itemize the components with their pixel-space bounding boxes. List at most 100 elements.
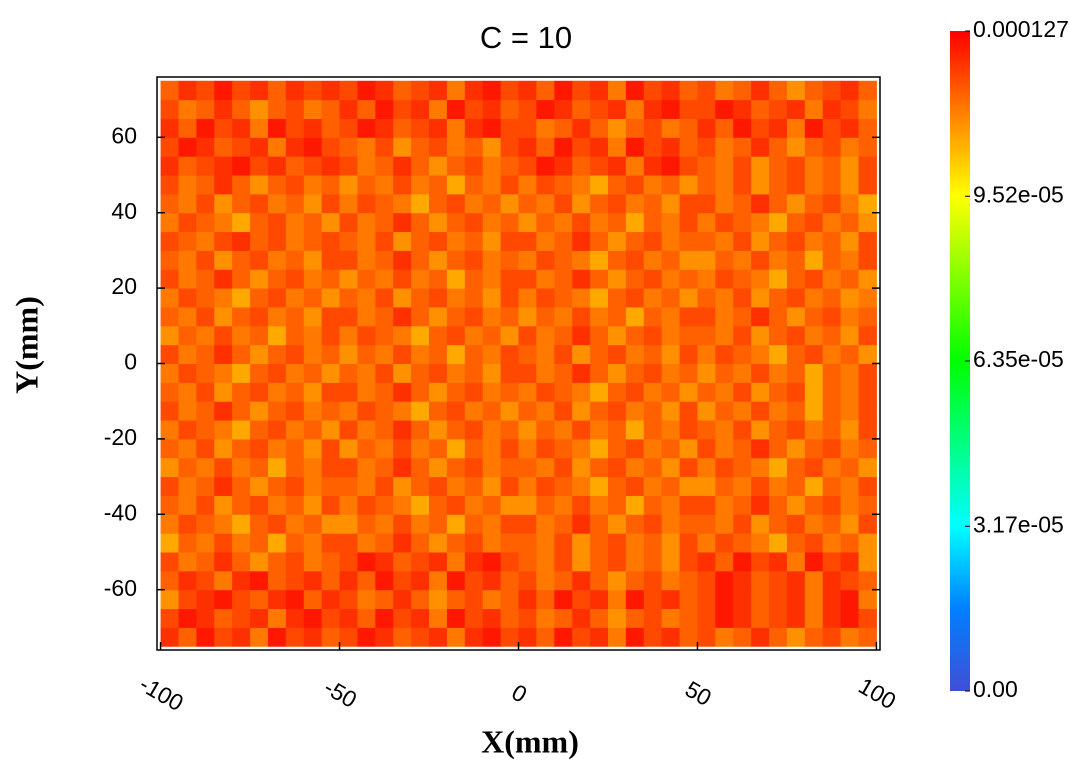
heatmap-cell bbox=[232, 137, 251, 157]
heatmap-cell bbox=[178, 250, 197, 270]
heatmap-cell bbox=[339, 570, 358, 591]
heatmap-cell bbox=[285, 137, 305, 157]
heatmap-cell bbox=[715, 627, 734, 647]
heatmap-cell bbox=[375, 476, 394, 496]
heatmap-cell bbox=[160, 156, 179, 176]
heatmap-cell bbox=[411, 382, 430, 402]
heatmap-cell bbox=[393, 608, 412, 628]
heatmap-cell bbox=[804, 175, 824, 195]
heatmap-cell bbox=[697, 306, 716, 327]
heatmap-cell bbox=[679, 175, 698, 195]
heatmap-cell bbox=[321, 382, 341, 402]
heatmap-cell bbox=[160, 325, 179, 346]
heatmap-cell bbox=[214, 457, 233, 478]
heatmap-cell bbox=[822, 175, 842, 195]
heatmap-cell bbox=[482, 514, 502, 534]
heatmap-cell bbox=[840, 589, 860, 610]
heatmap-cell bbox=[786, 250, 806, 270]
heatmap-cell bbox=[446, 99, 466, 119]
heatmap-cell bbox=[250, 325, 269, 346]
heatmap-cell bbox=[572, 118, 591, 138]
heatmap-cell bbox=[160, 212, 179, 233]
y-tick-label: -40 bbox=[104, 499, 137, 525]
heatmap-cell bbox=[679, 344, 698, 364]
heatmap-cell bbox=[715, 137, 734, 157]
heatmap-cell bbox=[679, 288, 698, 308]
heatmap-cell bbox=[715, 325, 734, 346]
heatmap-cell bbox=[267, 438, 287, 459]
heatmap-cell bbox=[858, 420, 877, 440]
heatmap-cell bbox=[679, 457, 698, 478]
heatmap-cell bbox=[303, 137, 323, 157]
heatmap-cell bbox=[214, 99, 233, 119]
heatmap-cell bbox=[196, 99, 215, 119]
heatmap-cell bbox=[536, 457, 555, 478]
heatmap-cell bbox=[572, 495, 591, 515]
heatmap-cell bbox=[500, 382, 519, 402]
heatmap-cell bbox=[554, 457, 573, 478]
heatmap-cell bbox=[500, 325, 519, 346]
heatmap-cell bbox=[804, 608, 824, 628]
heatmap-cell bbox=[536, 382, 555, 402]
heatmap-cell bbox=[697, 80, 716, 101]
heatmap-cell bbox=[285, 589, 305, 610]
heatmap-cell bbox=[822, 438, 842, 459]
heatmap-cell bbox=[464, 533, 484, 553]
heatmap-cell bbox=[357, 269, 376, 289]
heatmap-cell bbox=[285, 325, 305, 346]
heatmap-cell bbox=[250, 627, 269, 647]
heatmap-cell bbox=[607, 80, 627, 101]
heatmap-cell bbox=[769, 476, 788, 496]
heatmap-cell bbox=[303, 533, 323, 553]
heatmap-cell bbox=[661, 99, 681, 119]
heatmap-cell bbox=[786, 269, 806, 289]
heatmap-cell bbox=[160, 175, 179, 195]
heatmap-cell bbox=[196, 589, 215, 610]
y-tick-label: 60 bbox=[111, 122, 137, 148]
heatmap-cell bbox=[751, 438, 770, 459]
heatmap-cell bbox=[482, 476, 502, 496]
heatmap-cell bbox=[500, 118, 519, 138]
heatmap-cell bbox=[751, 533, 770, 553]
heatmap-cell bbox=[769, 80, 788, 101]
heatmap-cell bbox=[393, 589, 412, 610]
heatmap-cell bbox=[518, 420, 537, 440]
heatmap-cell bbox=[536, 175, 555, 195]
heatmap-cell bbox=[429, 476, 448, 496]
heatmap-cell bbox=[840, 438, 860, 459]
heatmap-cell bbox=[661, 344, 681, 364]
heatmap-cell bbox=[590, 344, 609, 364]
heatmap-cell bbox=[411, 306, 430, 327]
heatmap-cell bbox=[446, 175, 466, 195]
heatmap-cell bbox=[339, 193, 358, 214]
y-tick-label: -60 bbox=[104, 575, 137, 601]
heatmap-cell bbox=[661, 589, 681, 610]
heatmap-cell bbox=[321, 589, 341, 610]
heatmap-cell bbox=[446, 627, 466, 647]
heatmap-cell bbox=[607, 118, 627, 138]
heatmap-cell bbox=[482, 231, 502, 251]
heatmap-cell bbox=[303, 627, 323, 647]
heatmap-cell bbox=[518, 589, 537, 610]
heatmap-cell bbox=[357, 193, 376, 214]
heatmap-cell bbox=[482, 420, 502, 440]
heatmap-cell bbox=[375, 231, 394, 251]
heatmap-cell bbox=[697, 570, 716, 591]
heatmap-cell bbox=[715, 250, 734, 270]
heatmap-cell bbox=[786, 476, 806, 496]
heatmap-cell bbox=[375, 608, 394, 628]
heatmap-cell bbox=[250, 306, 269, 327]
heatmap-cell bbox=[858, 306, 877, 327]
heatmap-cell bbox=[339, 551, 358, 572]
heatmap-cell bbox=[733, 627, 752, 647]
heatmap-cell bbox=[500, 533, 519, 553]
heatmap-cell bbox=[303, 608, 323, 628]
heatmap-cell bbox=[840, 457, 860, 478]
heatmap-cell bbox=[196, 118, 215, 138]
heatmap-cell bbox=[321, 420, 341, 440]
heatmap-cell bbox=[822, 533, 842, 553]
heatmap-cell bbox=[232, 608, 251, 628]
heatmap-cell bbox=[446, 589, 466, 610]
heatmap-cell bbox=[464, 193, 484, 214]
heatmap-cell bbox=[590, 514, 609, 534]
